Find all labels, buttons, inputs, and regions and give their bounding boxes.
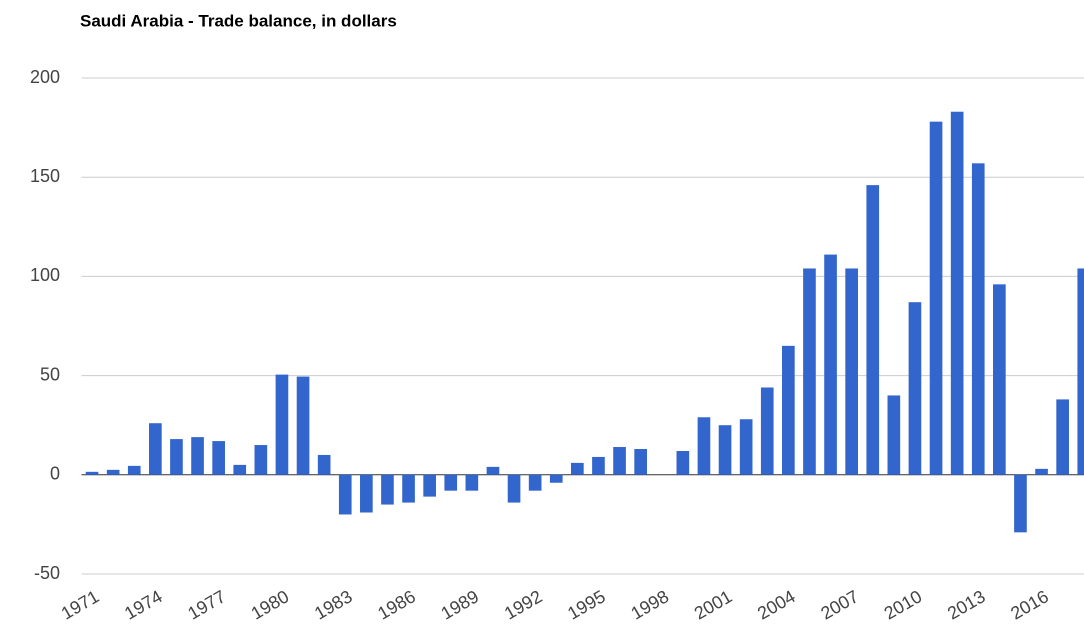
chart-title: Saudi Arabia - Trade balance, in dollars xyxy=(80,11,397,30)
bar xyxy=(592,456,605,475)
bar xyxy=(908,302,922,475)
bar xyxy=(296,376,310,475)
bar xyxy=(423,474,436,497)
x-tick-label: 1974 xyxy=(121,586,166,623)
bar xyxy=(149,423,162,475)
bar xyxy=(613,447,626,475)
y-tick-label: 50 xyxy=(40,364,60,384)
y-tick-label: 200 xyxy=(30,67,60,87)
bar xyxy=(929,121,943,475)
x-tick-label: 2004 xyxy=(754,586,799,623)
x-tick-label: 1980 xyxy=(248,586,293,623)
bar xyxy=(697,417,711,475)
x-tick-label: 1998 xyxy=(627,586,672,623)
bar xyxy=(571,462,584,475)
bar xyxy=(127,465,141,475)
bar xyxy=(254,445,268,475)
bar xyxy=(739,419,753,475)
x-tick-label: 2013 xyxy=(944,586,989,623)
x-tick-label: 2001 xyxy=(691,586,736,623)
bar xyxy=(1077,268,1084,475)
bar xyxy=(549,474,563,483)
y-tick-label: -50 xyxy=(34,563,60,583)
bar xyxy=(887,395,901,475)
bar xyxy=(402,474,415,503)
bar xyxy=(760,387,774,475)
bar xyxy=(191,437,204,475)
bar xyxy=(824,254,837,475)
x-tick-label: 2016 xyxy=(1007,586,1052,623)
bar xyxy=(971,163,985,475)
bar xyxy=(360,474,373,513)
x-tick-label: 1989 xyxy=(438,586,483,623)
x-tick-label: 1986 xyxy=(374,586,419,623)
bar xyxy=(845,268,858,475)
bar xyxy=(444,474,458,491)
bar xyxy=(1014,474,1027,533)
bar xyxy=(676,450,690,475)
bar xyxy=(1035,468,1048,475)
bar xyxy=(106,469,120,475)
x-tick-label: 1977 xyxy=(184,586,229,623)
bar xyxy=(233,464,247,475)
bar xyxy=(866,185,880,475)
bar xyxy=(950,111,964,475)
bar xyxy=(634,449,647,475)
y-tick-label: 150 xyxy=(30,166,60,186)
bar xyxy=(486,466,500,475)
bar xyxy=(85,471,99,475)
x-tick-label: 2007 xyxy=(817,586,862,623)
y-tick-label: 0 xyxy=(50,464,60,484)
bar xyxy=(718,425,732,475)
x-tick-label: 1992 xyxy=(501,586,546,623)
bar xyxy=(1056,399,1069,475)
bar xyxy=(507,474,521,503)
x-tick-label: 1995 xyxy=(564,586,609,623)
bar xyxy=(465,474,479,491)
bar xyxy=(317,454,331,475)
bar xyxy=(381,474,394,505)
x-tick-label: 1971 xyxy=(58,586,103,623)
y-tick-label: 100 xyxy=(30,265,60,285)
bar xyxy=(803,268,816,475)
bar xyxy=(993,284,1006,475)
x-tick-label: 2010 xyxy=(881,586,926,623)
bar xyxy=(782,345,795,475)
x-tick-label: 1983 xyxy=(311,586,356,623)
bar xyxy=(170,439,183,475)
bar xyxy=(275,374,289,475)
bar xyxy=(212,441,225,475)
bar xyxy=(528,474,542,491)
bar xyxy=(338,474,352,515)
